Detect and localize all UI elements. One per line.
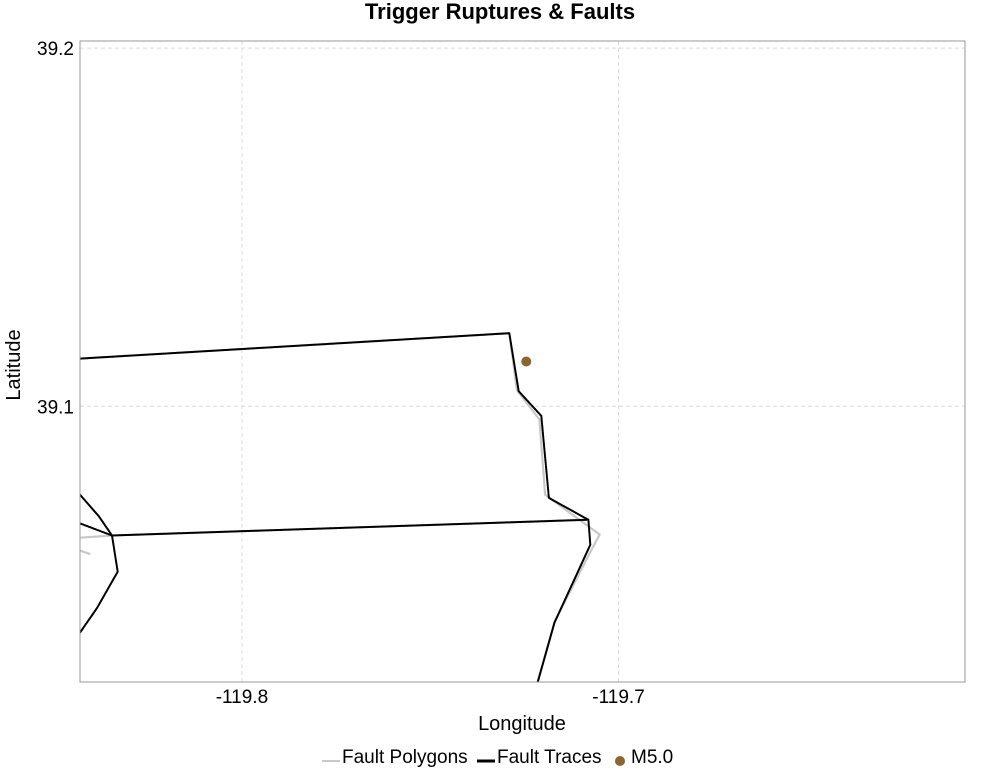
x-tick-label: -119.8 (216, 687, 268, 708)
legend-label-fault-traces: Fault Traces (497, 747, 602, 768)
legend-label-fault-polygons: Fault Polygons (342, 747, 468, 768)
y-tick-label: 39.2 (37, 39, 74, 60)
y-axis-label: Latitude (3, 329, 25, 400)
fault-polygons-line (80, 549, 91, 555)
x-axis-label: Longitude (478, 713, 566, 735)
y-tick-label: 39.1 (37, 397, 74, 418)
legend-label-m5: M5.0 (631, 747, 673, 768)
tick-layer: -119.8 -119.7 39.1 39.2 (37, 39, 645, 708)
legend: Fault Polygons Fault Traces M5.0 (322, 747, 673, 768)
epicenter-point-m5 (521, 356, 532, 367)
legend-swatch-m5 (615, 756, 625, 766)
fault-traces-line (80, 493, 119, 634)
plot-frame (79, 40, 966, 683)
fault-traces-line (80, 332, 592, 682)
series-layer (80, 332, 601, 682)
grid-layer (80, 41, 965, 682)
x-tick-label: -119.7 (592, 687, 644, 708)
points-layer (521, 356, 532, 367)
plot-area (79, 40, 966, 683)
chart-title: Trigger Ruptures & Faults (365, 0, 635, 24)
